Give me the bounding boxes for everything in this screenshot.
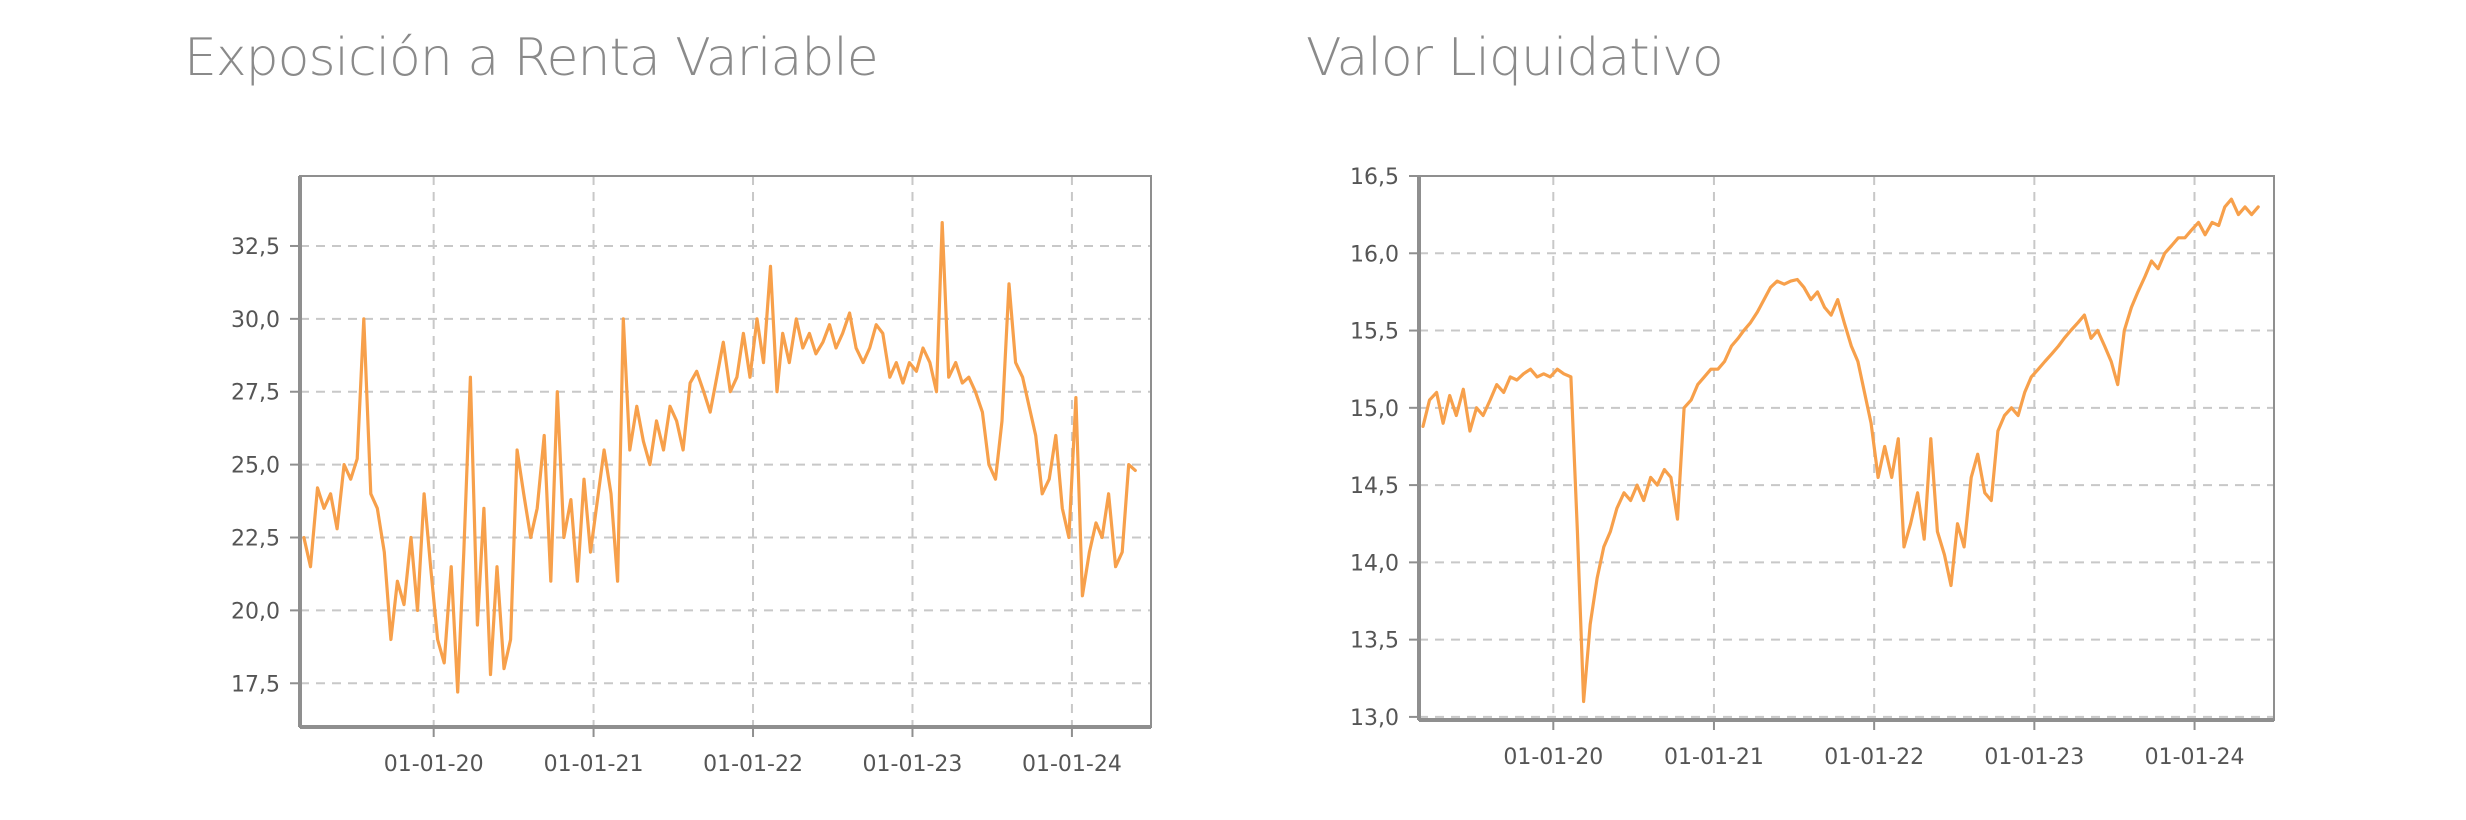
y-tick-label: 15,5 [1350, 320, 1399, 345]
y-tick-label: 17,5 [231, 672, 280, 697]
y-tick-label: 27,5 [231, 381, 280, 406]
y-tick-label: 32,5 [231, 235, 280, 260]
y-tick-label: 15,0 [1350, 397, 1399, 422]
y-tick-label: 22,5 [231, 527, 280, 552]
grid [1419, 175, 2274, 720]
x-tick-label: 01-01-22 [1824, 745, 1924, 770]
x-tick-label: 01-01-21 [544, 752, 644, 777]
x-tick-label: 01-01-24 [1022, 752, 1122, 777]
y-tick-label: 16,0 [1350, 242, 1399, 267]
y-tick-label: 13,5 [1350, 629, 1399, 654]
y-tick-label: 25,0 [231, 454, 280, 479]
x-tick-label: 01-01-20 [1503, 745, 1603, 770]
series-line [1421, 197, 2260, 704]
y-tick-label: 16,5 [1350, 165, 1399, 190]
y-tick-label: 20,0 [231, 599, 280, 624]
chart-title-exposicion: Exposición a Renta Variable [184, 28, 879, 88]
x-tick-label: 01-01-23 [1984, 745, 2084, 770]
chart-title-valor-liquidativo: Valor Liquidativo [1306, 28, 1724, 88]
y-tick-label: 30,0 [231, 308, 280, 333]
x-tick-label: 01-01-23 [863, 752, 963, 777]
y-tick-label: 13,0 [1350, 706, 1399, 731]
series-line [302, 221, 1137, 694]
x-tick-label: 01-01-24 [2145, 745, 2245, 770]
x-tick-label: 01-01-22 [703, 752, 803, 777]
plot-frame [1418, 175, 2275, 721]
y-tick-label: 14,0 [1350, 551, 1399, 576]
y-tick-label: 14,5 [1350, 474, 1399, 499]
x-tick-label: 01-01-21 [1664, 745, 1764, 770]
x-tick-label: 01-01-20 [384, 752, 484, 777]
